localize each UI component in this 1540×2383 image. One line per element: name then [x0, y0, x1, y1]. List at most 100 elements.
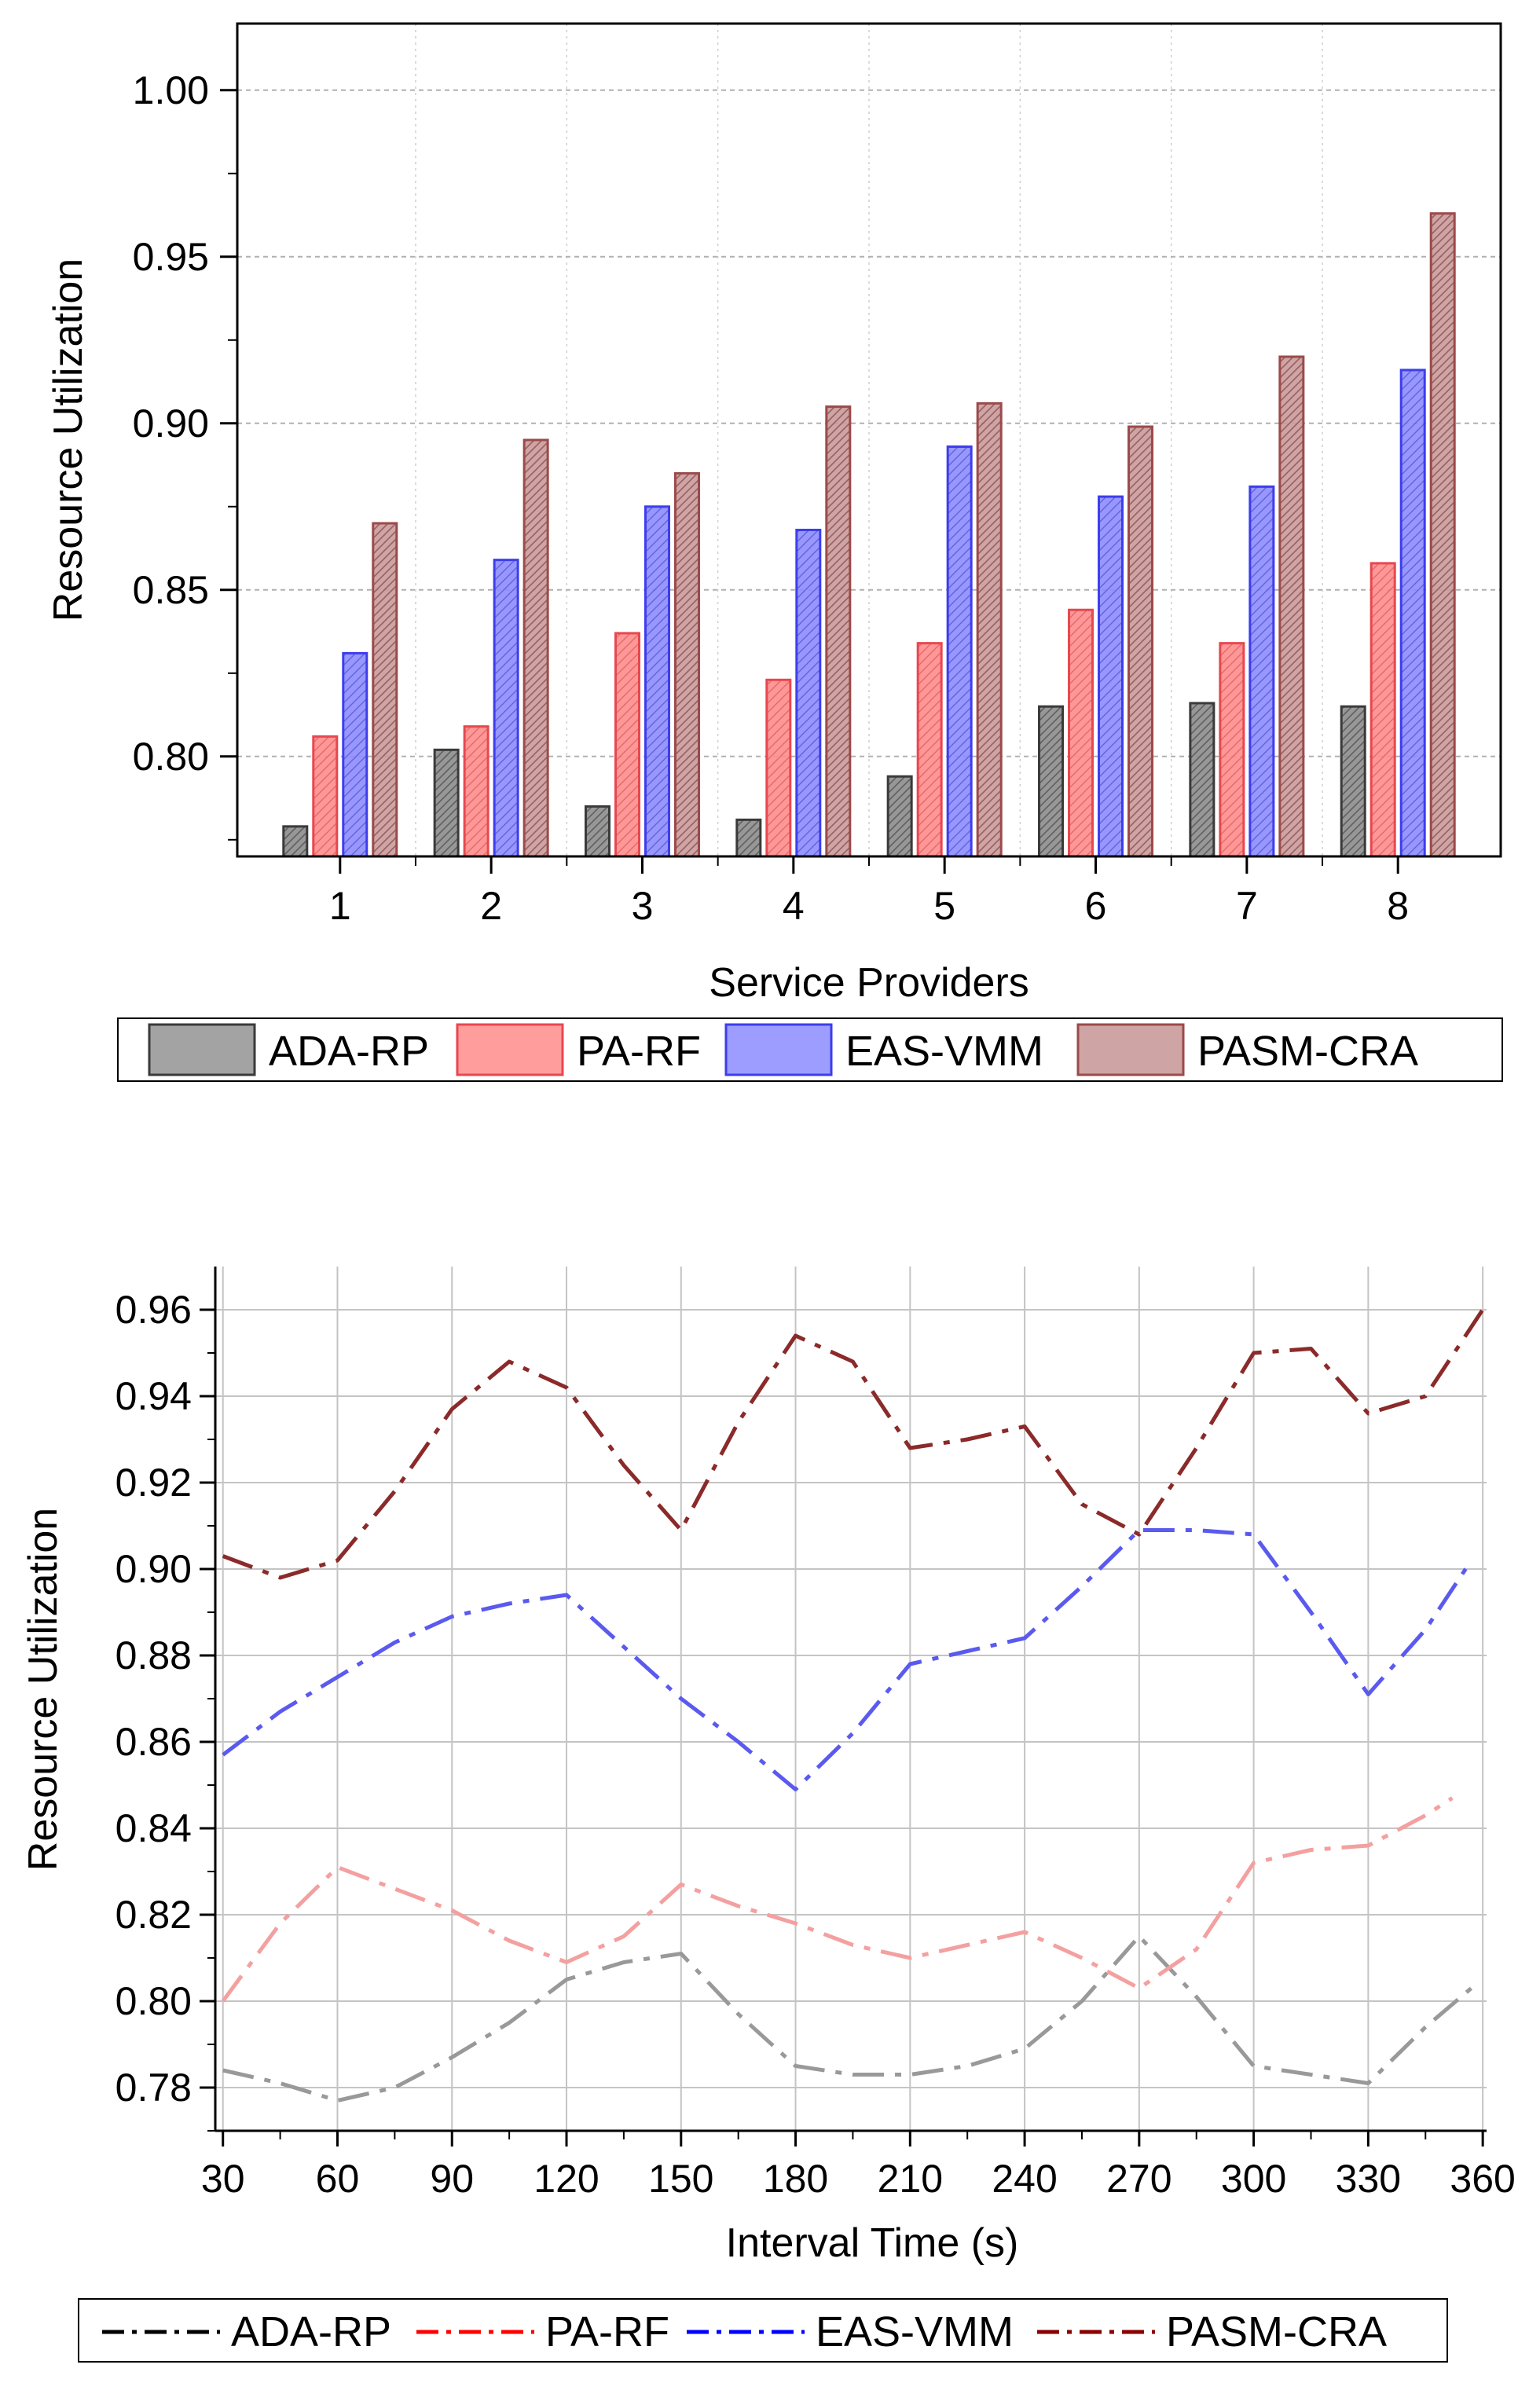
legend-item-pa-rf: PA-RF: [456, 1023, 701, 1076]
x-tick-label: 3: [632, 884, 654, 928]
y-tick-label: 0.95: [133, 235, 209, 279]
bar-chart-x-ticks: 1 2 3 4 5 6 7 8: [329, 856, 1409, 928]
bar-ada-rp-2: [433, 748, 460, 858]
x-tick-label: 210: [878, 2157, 943, 2201]
x-tick-label: 5: [933, 884, 955, 928]
bar-eas-vmm-8: [1399, 368, 1426, 858]
bar-chart-legend: ADA-RP PA-RF EAS-VMM PASM-CRA: [117, 1017, 1503, 1082]
legend-swatch-pasm-cra: [1076, 1023, 1185, 1076]
y-tick-label: 0.78: [116, 2066, 192, 2110]
bar-hatch: [948, 446, 972, 856]
bar-hatch: [675, 473, 699, 856]
y-tick-label: 0.96: [116, 1288, 192, 1332]
bar-ada-rp-4: [735, 818, 762, 858]
x-tick-label: 60: [316, 2157, 360, 2201]
x-tick-label: 90: [430, 2157, 474, 2201]
y-tick-label: 0.92: [116, 1461, 192, 1505]
bar-pa-rf-2: [463, 725, 490, 858]
bar-pa-rf-3: [614, 632, 640, 858]
bar-chart-bars: [282, 212, 1456, 858]
x-tick-label: 120: [534, 2157, 599, 2201]
bar-pa-rf-4: [765, 678, 792, 858]
bar-eas-vmm-3: [644, 505, 670, 858]
legend-item-pasm-cra: PASM-CRA: [1076, 1023, 1418, 1076]
bar-hatch: [1341, 706, 1366, 856]
bar-hatch: [796, 530, 820, 856]
legend-label-pasm-cra-line: PASM-CRA: [1166, 2308, 1387, 2356]
line-chart-series: [221, 1308, 1485, 2103]
legend-label-pasm-cra: PASM-CRA: [1197, 1028, 1418, 1075]
bar-hatch: [645, 506, 669, 856]
legend-item-pasm-cra-line: PASM-CRA: [1037, 2308, 1387, 2356]
x-tick-label: 240: [992, 2157, 1057, 2201]
y-tick-label: 0.84: [116, 1806, 192, 1850]
bar-ada-rp-7: [1189, 702, 1216, 858]
bar-ada-rp-1: [282, 825, 309, 858]
line-chart-legend: ADA-RP PA-RF EAS-VMM PASM-CRA: [78, 2298, 1448, 2363]
bar-pa-rf-6: [1068, 608, 1094, 858]
x-tick-label: 300: [1221, 2157, 1286, 2201]
bar-ada-rp-8: [1340, 705, 1366, 858]
line-chart-x-ticks: 30 60 90 120 150 180 210 240 270 300 330 360: [201, 2131, 1516, 2201]
bar-hatch: [1431, 213, 1455, 856]
bar-pasm-cra-4: [825, 405, 852, 858]
bar-hatch: [888, 776, 912, 856]
bar-hatch: [494, 559, 519, 856]
bar-hatch: [1190, 702, 1214, 856]
legend-item-ada-rp: ADA-RP: [148, 1023, 429, 1076]
bar-pa-rf-5: [916, 642, 943, 858]
bar-chart-x-axis-title: Service Providers: [709, 960, 1028, 1006]
series-line-ada-rp: [222, 1934, 1473, 2103]
bar-hatch: [1249, 486, 1274, 856]
bar-hatch: [1219, 643, 1244, 856]
bar-pa-rf-7: [1219, 642, 1245, 858]
y-tick-label: 0.90: [133, 401, 209, 445]
bar-pasm-cra-3: [673, 471, 700, 858]
x-tick-label: 2: [480, 884, 502, 928]
bar-pasm-cra-1: [372, 522, 398, 858]
bar-hatch: [918, 643, 942, 856]
line-chart-grid: [215, 1267, 1487, 2131]
series-line-pasm-cra: [222, 1308, 1485, 1580]
bar-chart: 0.80 0.85 0.90 0.95 1.00 1 2 3 4 5 6 7 8 Service Pr…: [46, 22, 1503, 1082]
legend-item-eas-vmm-line: EAS-VMM: [687, 2308, 1014, 2356]
bar-hatch: [826, 406, 850, 856]
bar-hatch: [372, 523, 397, 856]
y-tick-label: 0.90: [116, 1547, 192, 1591]
line-chart-y-axis-title: Resource Utilization: [20, 1508, 66, 1871]
legend-label-eas-vmm: EAS-VMM: [845, 1028, 1043, 1075]
legend-label-ada-rp-line: ADA-RP: [231, 2308, 391, 2356]
bar-hatch: [615, 632, 640, 856]
x-tick-label: 4: [783, 884, 805, 928]
bar-chart-grid: [237, 24, 1501, 856]
bar-pa-rf-1: [312, 735, 339, 858]
bar-hatch: [1371, 563, 1395, 856]
bar-hatch: [1279, 357, 1304, 856]
bar-hatch: [736, 819, 761, 856]
bar-chart-y-axis-title: Resource Utilization: [46, 258, 91, 621]
legend-item-ada-rp-line: ADA-RP: [102, 2308, 391, 2356]
bar-eas-vmm-4: [795, 528, 822, 858]
legend-item-pa-rf-line: PA-RF: [416, 2308, 669, 2356]
legend-label-eas-vmm-line: EAS-VMM: [816, 2308, 1014, 2356]
legend-label-pa-rf: PA-RF: [577, 1028, 701, 1075]
bar-hatch: [1401, 369, 1425, 857]
bar-eas-vmm-1: [342, 651, 368, 858]
bar-ada-rp-3: [584, 805, 610, 858]
bar-hatch: [464, 726, 489, 856]
x-tick-label: 7: [1236, 884, 1258, 928]
bar-chart-y-ticks: 0.80 0.85 0.90 0.95 1.00: [133, 68, 237, 841]
legend-item-eas-vmm: EAS-VMM: [724, 1023, 1043, 1076]
bar-eas-vmm-5: [946, 445, 973, 858]
legend-swatch-ada-rp: [148, 1023, 256, 1076]
line-chart-y-ticks: 0.78 0.80 0.82 0.84 0.86 0.88 0.90 0.92 0.94 0.96: [116, 1288, 215, 2132]
y-tick-label: 0.86: [116, 1720, 192, 1764]
bar-hatch: [585, 806, 610, 856]
line-chart-x-axis-title: Interval Time (s): [726, 2220, 1019, 2266]
bar-eas-vmm-2: [493, 559, 519, 858]
bar-pasm-cra-2: [522, 438, 549, 858]
y-tick-label: 1.00: [133, 68, 209, 112]
x-tick-label: 6: [1085, 884, 1107, 928]
legend-swatch-eas-vmm: [724, 1023, 833, 1076]
